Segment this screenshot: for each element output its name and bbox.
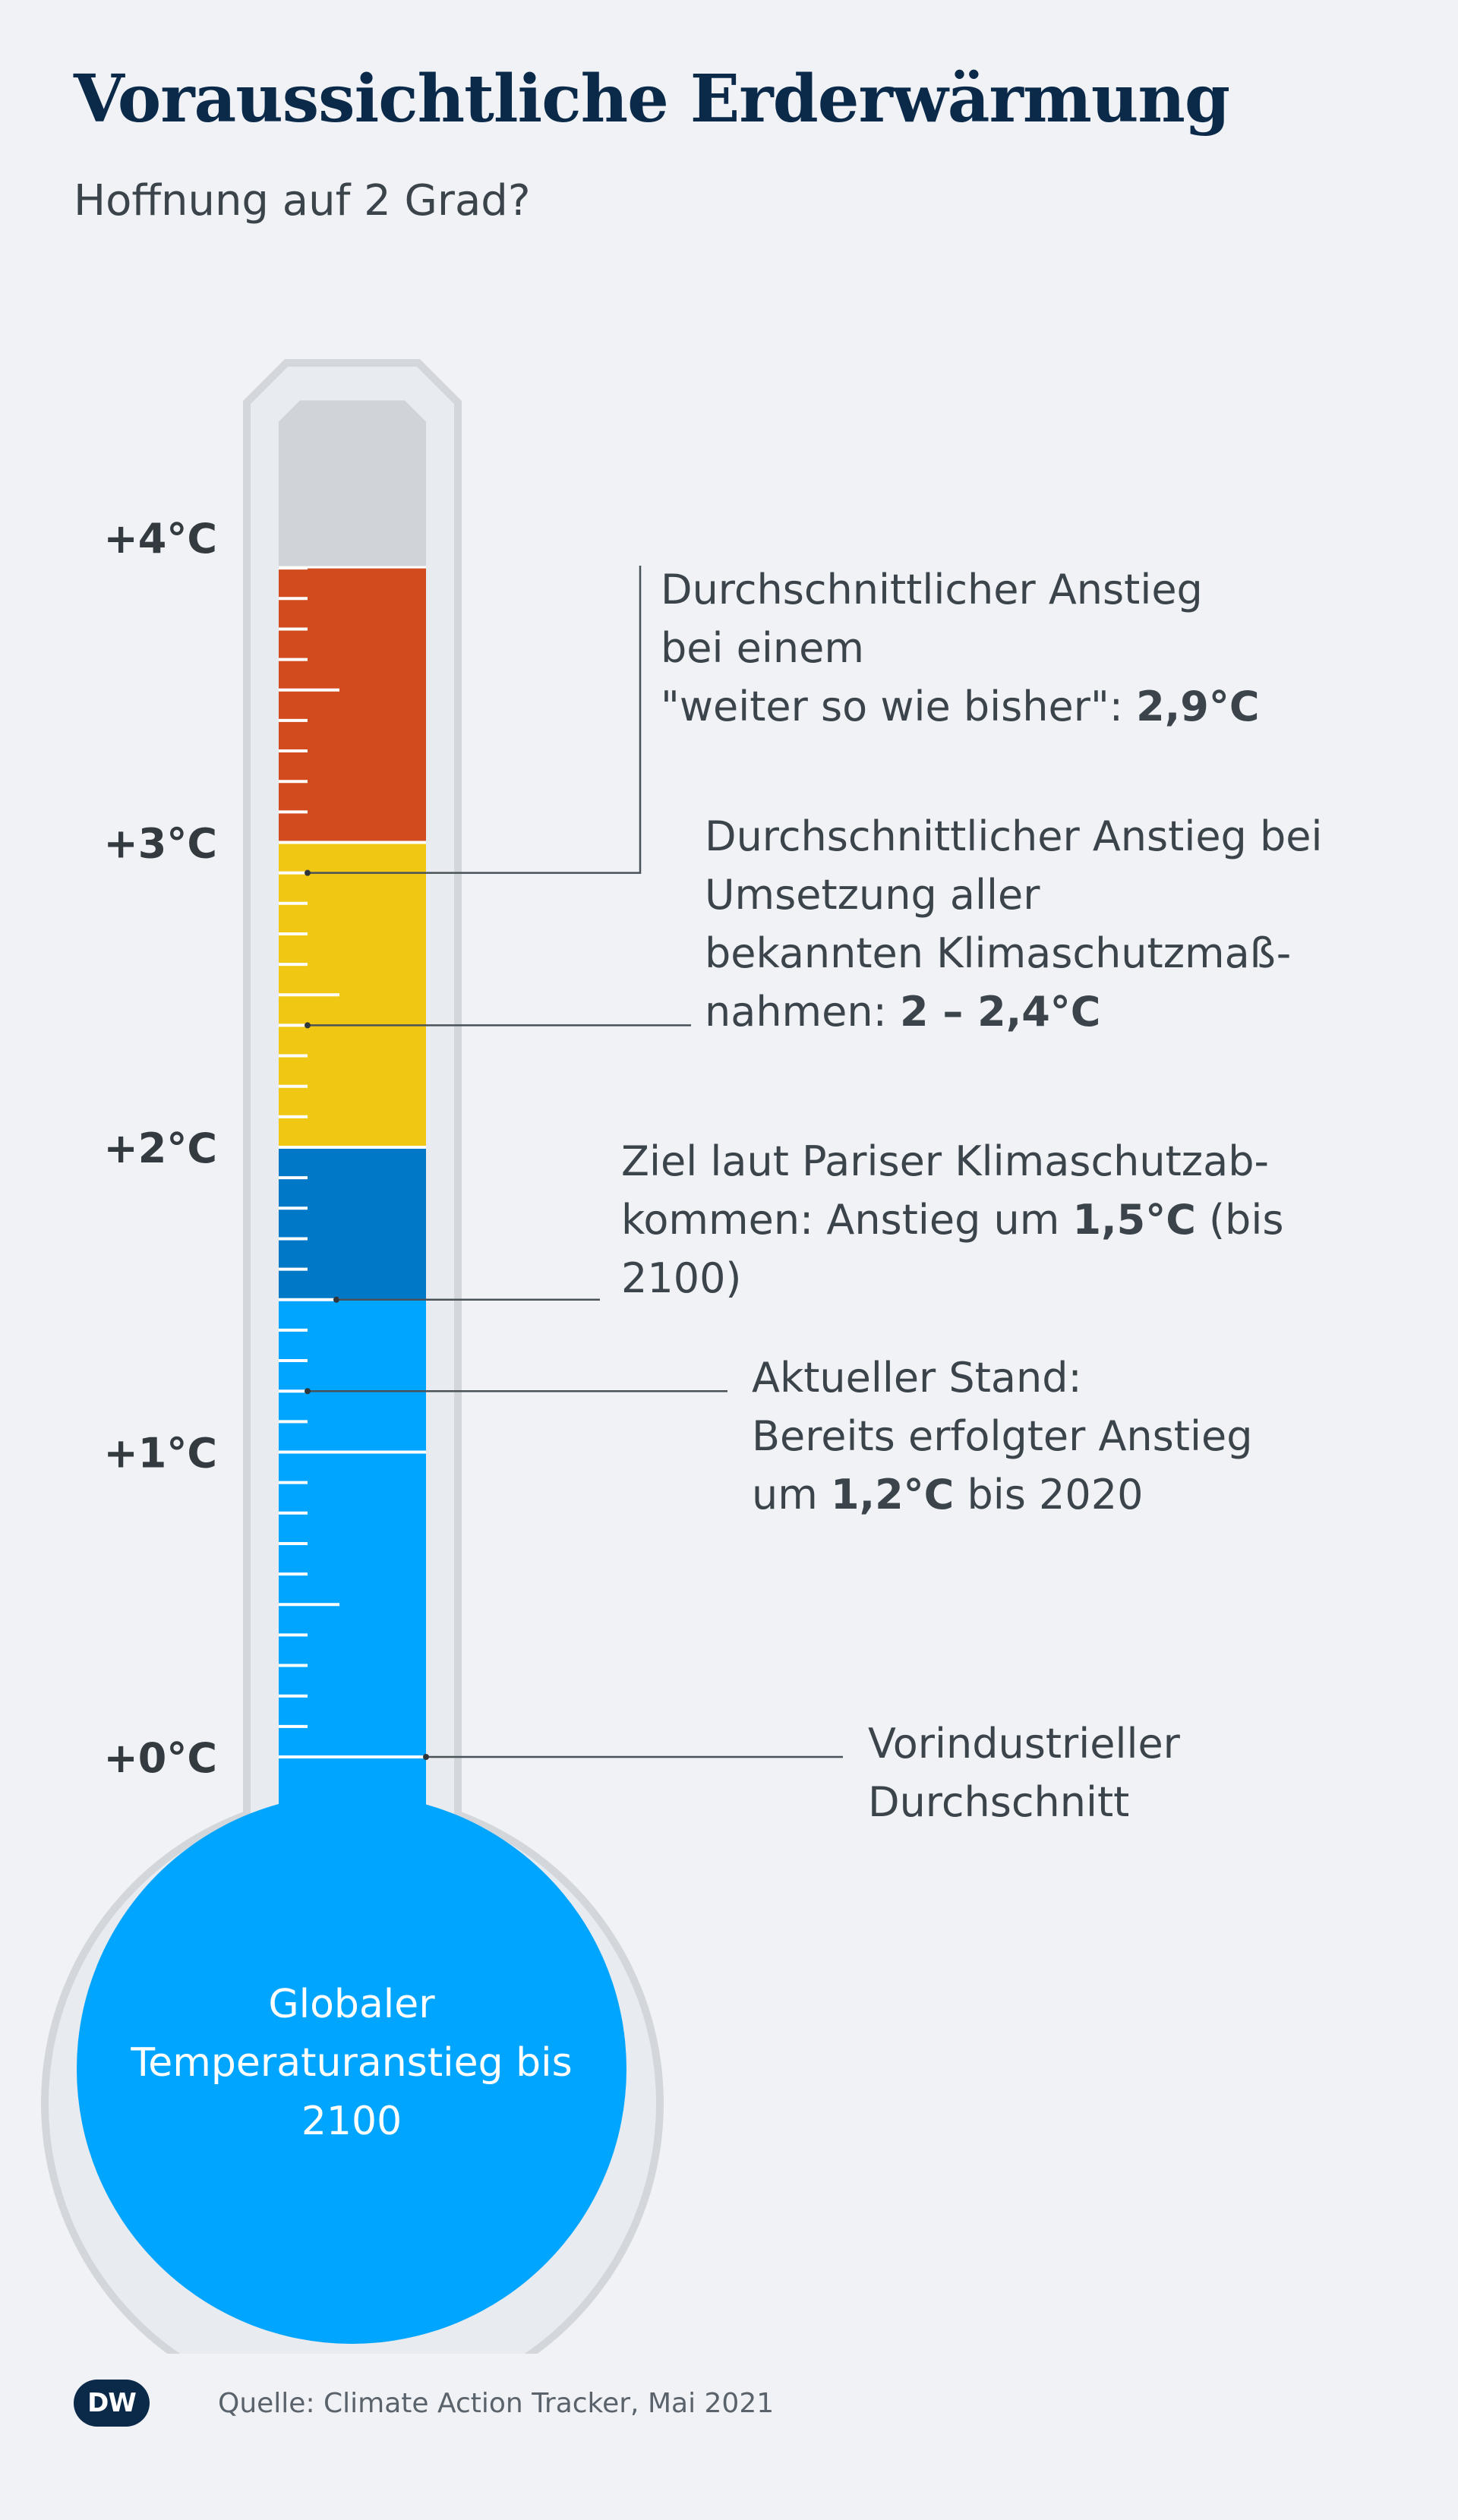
annotation-text: 2100) (621, 1254, 742, 1302)
bulb-label-line: Globaler (268, 1982, 435, 2027)
bulb-label-line: Temperaturanstieg bis (130, 2040, 572, 2086)
annotation-text-line: Umsetzung aller (705, 871, 1040, 919)
axis-tick-label: +0°C (104, 1734, 217, 1782)
footer: DW Quelle: Climate Action Tracker, Mai 2… (74, 2376, 774, 2430)
axis-tick-label: +2°C (104, 1124, 217, 1172)
dw-logo: DW (74, 2380, 150, 2427)
annotation-text: um (752, 1471, 831, 1519)
chart-subtitle: Hoffnung auf 2 Grad? (74, 176, 531, 226)
annotation-marker (305, 1022, 311, 1029)
annotation-text: (bis (1196, 1196, 1284, 1244)
annotation-text-line: bei einem (661, 624, 864, 672)
annotation-text-line: nahmen: 2 – 2,4°C (705, 988, 1100, 1036)
annotation-value: 1,2°C (831, 1471, 954, 1519)
annotation-text: kommen: Anstieg um (621, 1196, 1073, 1244)
annotation-text: Umsetzung aller (705, 871, 1040, 919)
annotation-text-line: Bereits erfolgter Anstieg (752, 1412, 1252, 1460)
temperature-band-3 (279, 568, 426, 843)
annotation-text-line: um 1,2°C bis 2020 (752, 1471, 1143, 1519)
annotation-text-line: Durchschnittlicher Anstieg bei (705, 812, 1323, 860)
axis-tick-label: +3°C (104, 820, 217, 868)
chart-title: Voraussichtliche Erderwärmung (74, 61, 1230, 137)
annotation-text: bekannten Klimaschutzmaß- (705, 929, 1291, 977)
annotation-text-line: Aktueller Stand: (752, 1354, 1082, 1402)
annotation-leader-line (308, 566, 642, 874)
annotation-text-line: kommen: Anstieg um 1,5°C (bis (621, 1196, 1283, 1244)
bulb-label-line: 2100 (301, 2099, 402, 2144)
annotation-text-line: Durchschnitt (868, 1778, 1129, 1826)
thermometer-chart: +0°C +1°C +2°C +3°C +4°C Globaler Temperaturan… (41, 359, 1323, 2354)
annotation-text-line: bekannten Klimaschutzmaß- (705, 929, 1291, 977)
annotation-text-line: Ziel laut Pariser Klimaschutzab- (621, 1137, 1269, 1185)
annotation-text: bis 2020 (954, 1471, 1143, 1519)
annotation-marker (333, 1296, 339, 1303)
annotation-text: Durchschnittlicher Anstieg (661, 566, 1203, 613)
annotation-marker (305, 1388, 311, 1395)
annotation-text: Aktueller Stand: (752, 1354, 1082, 1402)
annotation-text-line: "weiter so wie bisher": 2,9°C (661, 683, 1259, 730)
axis-tick-label: +1°C (104, 1430, 217, 1478)
annotation-value: 2 – 2,4°C (900, 988, 1100, 1036)
source-note: Quelle: Climate Action Tracker, Mai 2021 (218, 2387, 775, 2419)
annotation-text: Vorindustrieller (868, 1720, 1181, 1768)
annotation-text: bei einem (661, 624, 864, 672)
annotation-text-line: Durchschnittlicher Anstieg (661, 566, 1203, 613)
annotation-marker (305, 869, 311, 876)
temperature-band-0 (279, 1299, 426, 1757)
annotation-text: Durchschnittlicher Anstieg bei (705, 812, 1323, 860)
bulb-neck (279, 1755, 426, 1927)
annotation-marker (423, 1754, 429, 1760)
axis-tick-label: +4°C (104, 515, 217, 563)
annotation-value: 1,5°C (1073, 1196, 1196, 1244)
annotation-text: "weiter so wie bisher": (661, 683, 1136, 730)
annotation-value: 2,9°C (1136, 683, 1259, 730)
thermometer-bulb (77, 1794, 626, 2344)
annotation-text-line: 2100) (621, 1254, 742, 1302)
annotation-text: nahmen: (705, 988, 900, 1036)
annotation-text-line: Vorindustrieller (868, 1720, 1181, 1768)
annotation-text: Ziel laut Pariser Klimaschutzab- (621, 1137, 1269, 1185)
annotation-text: Durchschnitt (868, 1778, 1129, 1826)
annotation-text: Bereits erfolgter Anstieg (752, 1412, 1252, 1460)
temperature-band-1 (279, 1147, 426, 1300)
